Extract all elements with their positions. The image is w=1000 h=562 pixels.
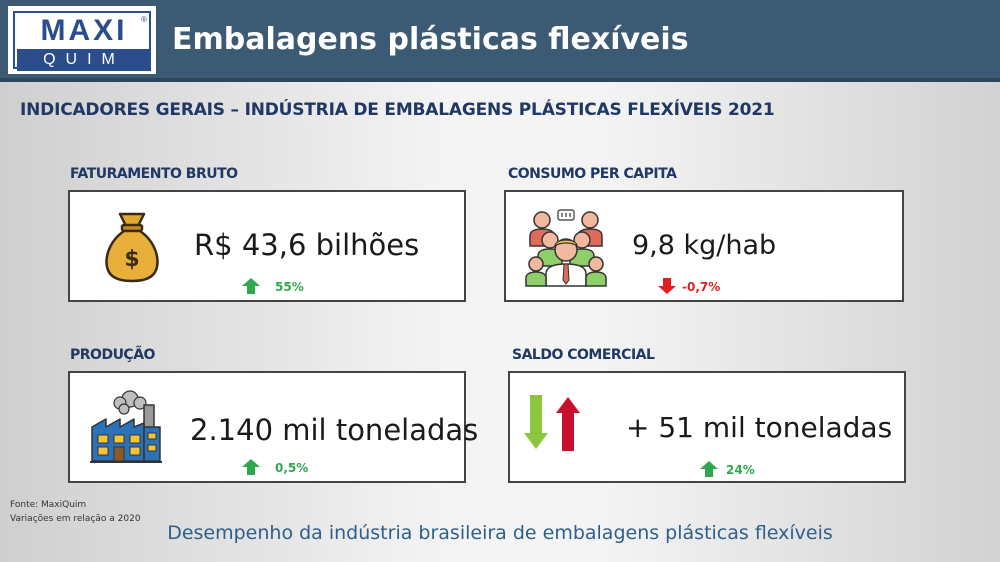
- logo-bottom-text: QUIM: [17, 49, 151, 71]
- faturamento-card: $ R$ 43,6 bilhões 55%: [68, 190, 466, 302]
- header-bar: MAXI QUIM ® Embalagens plásticas flexíve…: [0, 0, 1000, 82]
- producao-label: PRODUÇÃO: [70, 347, 155, 363]
- up-arrow-icon: [700, 461, 718, 477]
- consumo-value: 9,8 kg/hab: [632, 230, 777, 261]
- logo-frame: MAXI QUIM ®: [13, 11, 151, 71]
- svg-text:$: $: [124, 247, 139, 272]
- saldo-value: + 51 mil toneladas: [626, 411, 893, 444]
- saldo-card: + 51 mil toneladas 24%: [508, 371, 906, 483]
- saldo-change: 24%: [726, 463, 755, 477]
- producao-card: 2.140 mil toneladas 0,5%: [68, 371, 478, 483]
- footer-caption: Desempenho da indústria brasileira de em…: [167, 522, 833, 544]
- consumo-change: -0,7%: [682, 280, 721, 294]
- faturamento-label: FATURAMENTO BRUTO: [70, 166, 238, 182]
- page-title: Embalagens plásticas flexíveis: [172, 22, 689, 57]
- money-bag-icon: $: [105, 212, 159, 283]
- variation-note: Variações em relação a 2020: [10, 514, 141, 524]
- up-arrow-icon: [242, 278, 260, 294]
- down-arrow-icon: [658, 278, 676, 294]
- factory-icon: [90, 390, 162, 463]
- saldo-label: SALDO COMERCIAL: [512, 347, 655, 363]
- faturamento-change: 55%: [275, 280, 304, 294]
- source-note: Fonte: MaxiQuim: [10, 500, 87, 510]
- maxiquim-logo: MAXI QUIM ®: [8, 6, 156, 74]
- faturamento-value: R$ 43,6 bilhões: [194, 228, 420, 262]
- import-export-arrows-icon: [524, 395, 580, 451]
- consumo-label: CONSUMO PER CAPITA: [508, 166, 677, 182]
- producao-value: 2.140 mil toneladas: [190, 413, 479, 447]
- registered-mark-icon: ®: [141, 15, 147, 24]
- producao-change: 0,5%: [275, 461, 309, 475]
- section-subtitle: INDICADORES GERAIS – INDÚSTRIA DE EMBALA…: [20, 100, 775, 120]
- consumo-card: 9,8 kg/hab -0,7%: [504, 190, 904, 302]
- people-group-icon: [525, 209, 607, 287]
- up-arrow-icon: [242, 459, 260, 475]
- logo-top-text: MAXI: [40, 14, 128, 47]
